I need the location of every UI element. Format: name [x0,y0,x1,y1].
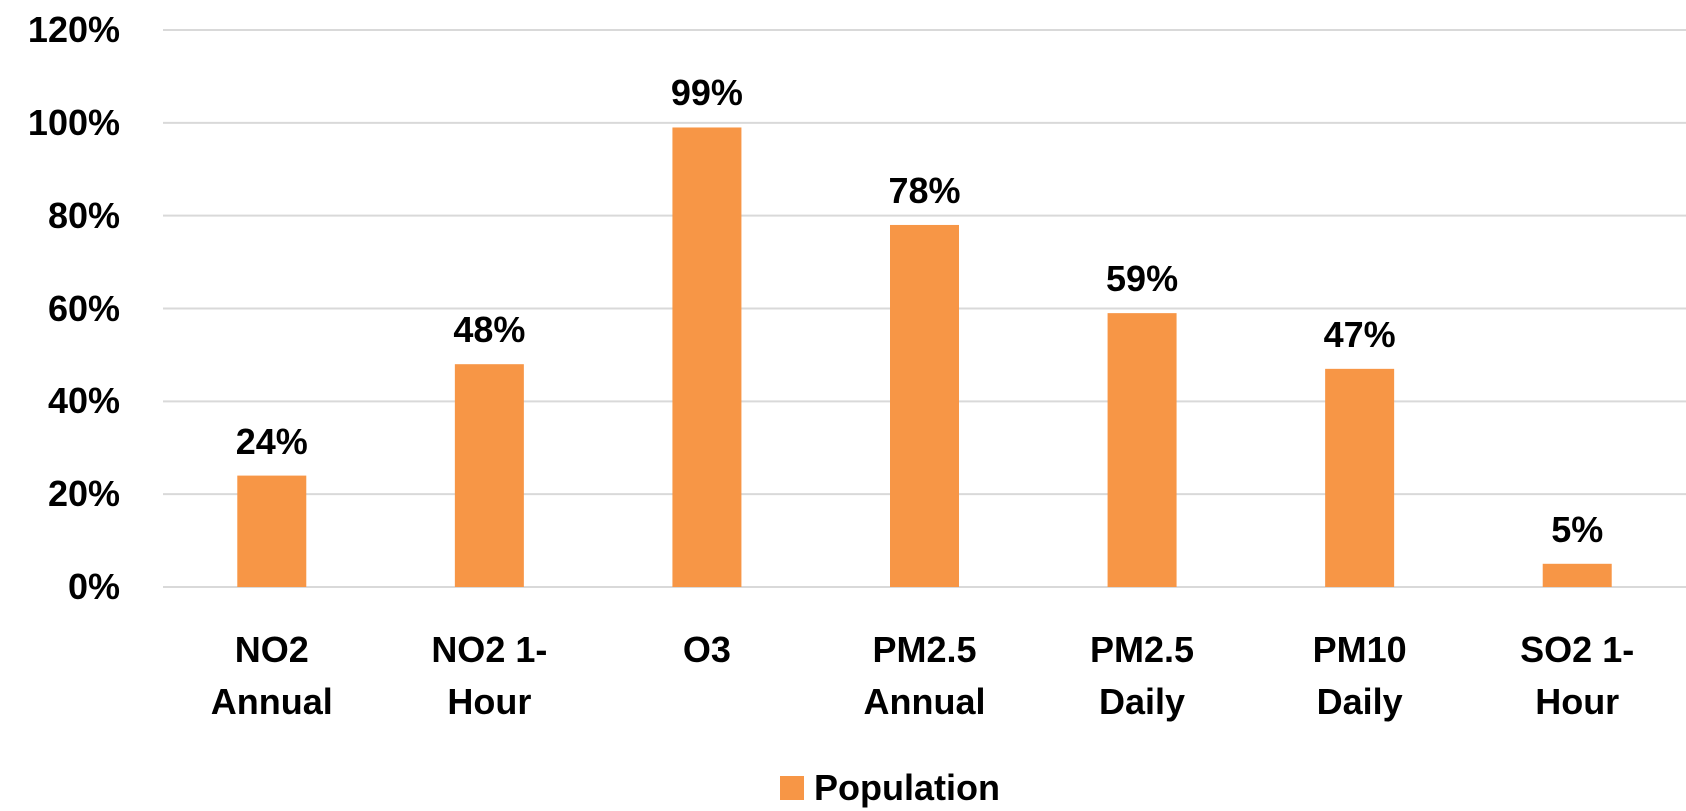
bar [237,475,307,587]
y-tick-label: 120% [27,8,120,50]
data-label: 48% [453,309,526,350]
y-tick-label: 100% [27,101,120,143]
legend-swatch [780,776,805,801]
x-tick-label: PM2.5 Daily [1090,629,1195,723]
y-tick-label: 80% [47,194,120,236]
x-tick-label: PM10 Daily [1312,629,1407,723]
x-tick-label: O3 [682,629,731,670]
data-label: 59% [1106,257,1179,299]
legend: Population [780,762,1000,811]
bar [1325,368,1395,587]
data-label: 24% [235,420,308,462]
data-label: 47% [1323,313,1396,355]
bar [890,224,959,587]
y-tick-label: 60% [47,287,120,329]
y-tick-label: 40% [47,380,120,422]
bar [1542,563,1612,587]
y-tick-label: 20% [47,473,120,515]
x-tick-label: NO2 1-Hour [431,629,548,723]
bar [672,127,742,587]
data-label: 99% [670,72,743,114]
legend-label: Population [814,767,1000,808]
x-tick-label: SO2 1-Hour [1520,629,1635,723]
data-label: 5% [1551,508,1604,550]
bar [454,364,524,587]
y-tick-label: 0% [67,565,120,607]
x-tick-label: NO2 Annual [210,629,333,723]
bar [1107,313,1177,587]
data-label: 78% [888,169,961,211]
x-tick-label: PM2.5 Annual [863,629,986,723]
